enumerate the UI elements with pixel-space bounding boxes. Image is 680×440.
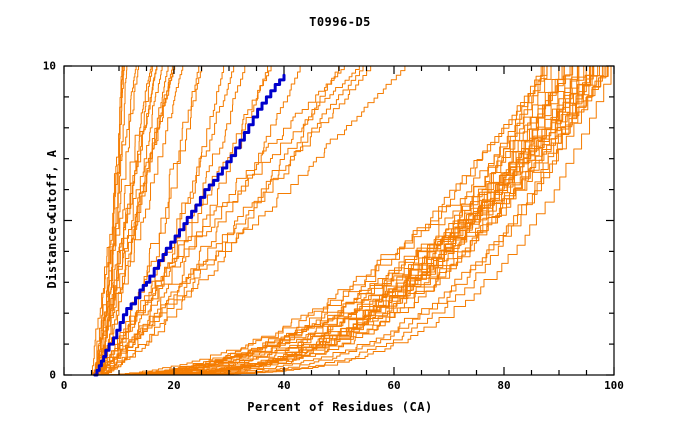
x-tick-label-0: 0	[60, 379, 68, 392]
x-tick-label-80: 80	[497, 379, 511, 392]
x-tick-label-60: 60	[387, 379, 401, 392]
y-tick-label-5: 5	[49, 213, 56, 227]
x-tick-label-100: 100	[604, 379, 624, 392]
x-tick-label-20: 20	[167, 379, 181, 392]
series-layer	[89, 65, 612, 377]
x-axis-label: Percent of Residues (CA)	[247, 400, 433, 414]
chart-title: T0996-D5	[309, 15, 371, 29]
y-tick-label-0: 0	[49, 368, 56, 382]
axes-layer	[63, 65, 615, 376]
y-tick-label-10: 10	[42, 59, 56, 73]
x-tick-label-40: 40	[277, 379, 291, 392]
